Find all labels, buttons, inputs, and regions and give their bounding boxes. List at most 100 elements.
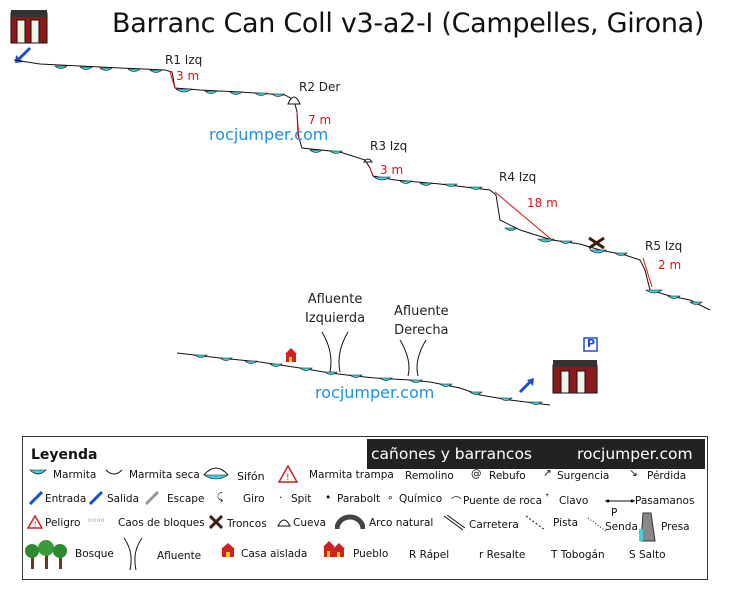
logs-legend-icon [209,515,223,529]
siphon-icon [203,467,229,480]
rappel-2-name: R2 Der [299,80,341,94]
rappel-4-length: 18 m [527,196,558,210]
dry-pool-icon [105,469,123,475]
start-building-icon [10,10,48,44]
rappel-5-length: 2 m [658,258,682,272]
legend-salto: S Salto [629,549,666,561]
danger-icon: ! [27,515,43,529]
natural-arch-icon [335,514,365,530]
legend-spit: Spit [291,493,312,505]
rappel-4-name: R4 Izq [499,170,537,184]
escape-icon [145,491,159,505]
spring-icon: ↗ [543,467,552,479]
canyon-profile-line [13,59,711,311]
watermark-upper: rocjumper.com [209,125,329,144]
pools-lower [194,354,543,405]
parabolt-icon: • [325,492,332,504]
legend-surgencia: Surgencia [557,470,610,482]
legend-peligro: Peligro [45,517,81,529]
affluent-legend-icon [123,537,143,571]
parking-label: P [587,337,596,350]
isolated-house-icon [221,543,235,557]
legend-carretera: Carretera [469,519,519,531]
legend-parabolt: Parabolt [337,493,381,505]
rappel-1-name: R1 Izq [165,53,203,67]
road-icon [443,515,465,531]
affluent-right-label: Afluente Derecha [394,304,449,338]
affluent-right-icon [399,339,427,377]
legend-resalte: r Resalte [479,549,526,561]
legend-senda: Senda [605,521,638,533]
track-icon [525,515,546,531]
chemical-icon: ∘ [387,492,394,504]
legend-pasamanos: Pasamanos [635,495,695,507]
legend-clavo: Clavo [559,495,589,507]
spit-icon: · [279,492,283,504]
piton-icon: ᐩ [545,492,550,504]
trap-pool-icon: ! [278,465,298,483]
legend-marmita-trampa: Marmita trampa [309,469,394,481]
legend-marmita-seca: Marmita seca [129,469,200,481]
turn-icon: ⤹ [217,491,224,503]
rappel-1-length: 3 m [176,69,200,83]
watermark-lower: rocjumper.com [315,383,435,402]
legend-pista: Pista [553,517,579,529]
exit-arrow-icon [518,378,534,394]
rappel-2-length: 7 m [308,113,332,127]
legend-caos: Caos de bloques [118,517,205,529]
legend-quimico: Químico [399,493,443,505]
legend-title: Leyenda [31,447,98,463]
house-icon [285,348,297,362]
legend-casa: Casa aislada [241,548,308,560]
rappel-3-name: R3 Izq [370,139,408,153]
cave-icon [277,519,291,527]
legend-salida: Salida [107,493,140,505]
parking-icon [583,337,598,352]
end-building-icon [552,360,598,394]
path-icon [587,517,608,533]
legend-rebufo: Rebufo [489,470,526,482]
legend-marmita: Marmita [53,469,97,481]
legend-cueva: Cueva [293,517,327,529]
legend-entrada: Entrada [45,493,87,505]
legend-perdida: Pérdida [647,470,687,482]
pool-icon [29,469,47,475]
legend-rapel: R Rápel [409,549,450,561]
rock-bridge-icon: ⌒ [451,496,462,508]
legend-bosque: Bosque [75,548,114,560]
legend-senda-p: P [611,507,618,519]
affluent-left-label: Afluente Izquierda [305,292,366,326]
exit-icon [89,491,103,505]
backflow-icon: @ [471,468,482,480]
legend-tobogan: T Tobogán [551,549,605,561]
rappel-5-name: R5 Izq [645,239,683,253]
loss-icon: ↘ [629,467,638,479]
affluent-left-icon [321,331,349,373]
village-icon [323,541,345,557]
legend-pueblo: Pueblo [353,548,389,560]
boulders-icon: ◦◦◦◦ [87,515,106,527]
legend-arco: Arco natural [369,517,434,529]
rappel-3-length: 3 m [380,163,404,177]
legend-giro: Giro [243,493,265,505]
legend-sifon: Sifón [237,470,265,483]
handline-icon [605,499,635,503]
pools-upper [54,65,703,305]
legend-remolino: Remolino [405,470,454,482]
svg-text:!: ! [286,473,290,483]
legend-panel: Leyenda cañones y barrancos rocjumper.co… [22,436,708,580]
legend-presa: Presa [661,521,690,533]
dam-icon [639,512,656,542]
legend-afluente: Afluente [157,550,202,562]
svg-text:!: ! [34,520,37,529]
legend-banner: cañones y barrancos rocjumper.com [367,439,705,469]
logs-icon [588,236,605,250]
legend-troncos: Troncos [227,518,267,530]
legend-escape: Escape [167,493,205,505]
page-title: Barranc Can Coll v3-a2-I (Campelles, Gir… [112,8,705,39]
banner-right-text: rocjumper.com [577,445,693,463]
lower-profile-line [176,352,551,406]
entry-icon [29,491,43,505]
forest-icon [25,540,67,569]
